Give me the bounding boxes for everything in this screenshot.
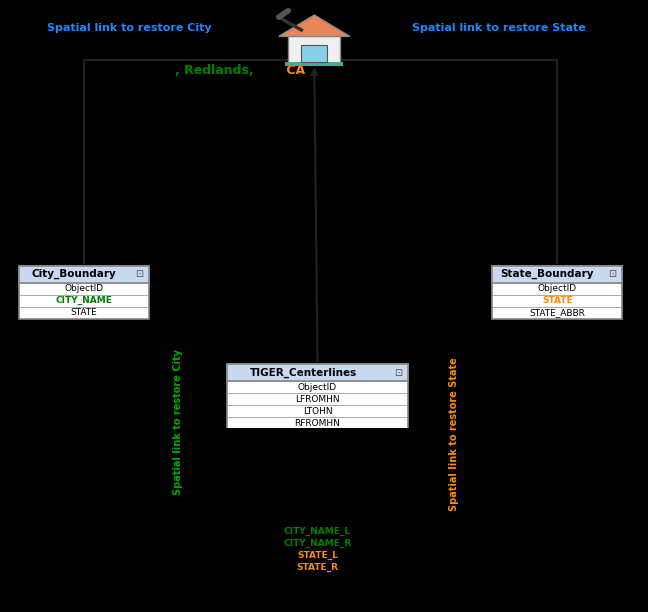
FancyBboxPatch shape [19, 266, 149, 319]
FancyBboxPatch shape [227, 364, 408, 597]
Text: CA: CA [282, 64, 305, 77]
Text: CITY_NAME: CITY_NAME [56, 296, 113, 305]
Text: TIGER_Centerlines: TIGER_Centerlines [249, 368, 356, 378]
Text: ObjectID: ObjectID [538, 284, 577, 293]
Text: ZIPR: ZIPR [307, 587, 328, 595]
Text: , Redlands,: , Redlands, [175, 64, 253, 77]
Text: CITY_NAME_L: CITY_NAME_L [284, 527, 351, 536]
FancyBboxPatch shape [285, 62, 343, 67]
Text: City_Boundary: City_Boundary [32, 269, 116, 279]
Polygon shape [279, 15, 350, 37]
Text: State_Boundary: State_Boundary [500, 269, 594, 279]
Text: PARITYL: PARITYL [300, 442, 335, 452]
Text: STSUFDIR: STSUFDIR [295, 515, 340, 524]
Text: STNAME: STNAME [299, 491, 336, 500]
Text: PARITYR: PARITYR [299, 455, 336, 464]
Text: ⊡: ⊡ [608, 269, 616, 279]
Text: STPREDIR: STPREDIR [295, 467, 340, 476]
Text: STPRETYPE: STPRETYPE [292, 479, 343, 488]
Text: STTYPE: STTYPE [301, 503, 334, 512]
FancyBboxPatch shape [301, 45, 327, 62]
Text: ZIPL: ZIPL [308, 575, 327, 584]
Text: LFROMHN: LFROMHN [295, 395, 340, 404]
FancyBboxPatch shape [288, 37, 340, 64]
FancyBboxPatch shape [492, 266, 622, 319]
Text: STATE_R: STATE_R [297, 562, 338, 572]
FancyBboxPatch shape [492, 266, 622, 283]
FancyBboxPatch shape [19, 266, 149, 283]
Text: ObjectID: ObjectID [298, 382, 337, 392]
Text: ObjectID: ObjectID [65, 284, 104, 293]
Text: LTOHN: LTOHN [303, 407, 332, 416]
Text: STATE_L: STATE_L [297, 551, 338, 560]
Text: ⊡: ⊡ [395, 368, 402, 378]
Text: Spatial link to restore City: Spatial link to restore City [47, 23, 212, 33]
Text: Spatial link to restore State: Spatial link to restore State [448, 357, 459, 511]
Text: Spatial link to restore State: Spatial link to restore State [412, 23, 586, 33]
Text: CITY_NAME_R: CITY_NAME_R [283, 539, 352, 548]
Text: STATE: STATE [542, 296, 573, 305]
Text: ⊡: ⊡ [135, 269, 143, 279]
Text: Spatial link to restore City: Spatial link to restore City [173, 349, 183, 495]
Text: RFROMHN: RFROMHN [295, 419, 340, 428]
Text: RTOHN: RTOHN [302, 431, 333, 440]
Text: STATE_ABBR: STATE_ABBR [529, 308, 585, 317]
FancyBboxPatch shape [227, 364, 408, 381]
Text: STATE: STATE [71, 308, 98, 317]
